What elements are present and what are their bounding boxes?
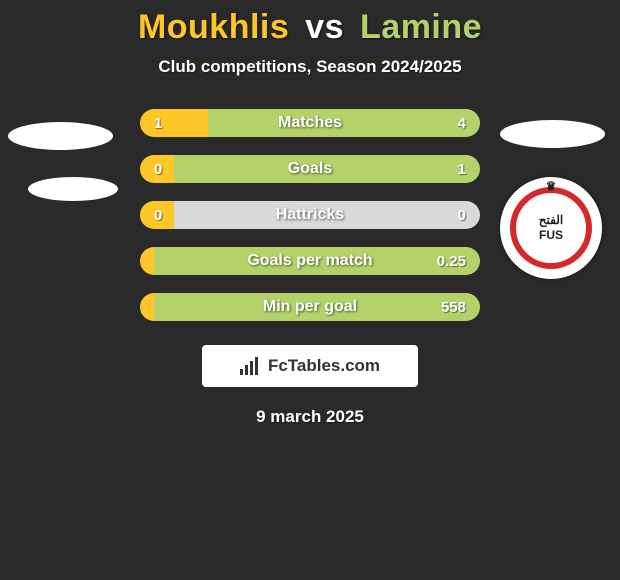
brand-text: FcTables.com	[268, 356, 380, 376]
bar-left-segment	[140, 247, 154, 275]
bar-row: 0.25 Goals per match	[140, 247, 480, 275]
bar-label: Hattricks	[276, 206, 344, 224]
bar-label: Matches	[278, 114, 342, 132]
bar-left-segment	[140, 293, 154, 321]
bar-right-value: 558	[441, 299, 466, 316]
bar-right-segment: 4	[208, 109, 480, 137]
bar-left-value: 1	[154, 115, 162, 132]
bar-left-value: 0	[154, 161, 162, 178]
bar-label: Goals	[288, 160, 332, 178]
player2-name: Lamine	[360, 8, 482, 46]
club-short: FUS	[539, 228, 563, 242]
bar-label: Goals per match	[247, 252, 372, 270]
vs-label: vs	[305, 8, 344, 46]
player1-club-logo-top	[8, 122, 113, 150]
bar-left-segment: 0	[140, 155, 174, 183]
player1-name: Moukhlis	[138, 8, 289, 46]
bar-left-segment: 0	[140, 201, 174, 229]
bar-row: 1 4 Matches	[140, 109, 480, 137]
bar-right-value: 0	[458, 207, 466, 224]
player2-club-badge: ♛ الفتح FUS	[500, 177, 602, 279]
brand-badge: FcTables.com	[202, 345, 418, 387]
date-label: 9 march 2025	[0, 407, 620, 427]
bar-label: Min per goal	[263, 298, 357, 316]
bar-row: 0 0 Hattricks	[140, 201, 480, 229]
player1-club-logo-bottom	[28, 177, 118, 201]
bar-left-segment: 1	[140, 109, 208, 137]
crown-icon: ♛	[546, 179, 557, 193]
bar-right-value: 0.25	[437, 253, 466, 270]
page-title: Moukhlis vs Lamine	[0, 0, 620, 47]
club-arabic: الفتح	[539, 214, 563, 226]
bar-right-value: 4	[458, 115, 466, 132]
bar-left-value: 0	[154, 207, 162, 224]
bar-row: 0 1 Goals	[140, 155, 480, 183]
bar-row: 558 Min per goal	[140, 293, 480, 321]
brand-chart-icon	[240, 357, 262, 375]
bar-right-value: 1	[458, 161, 466, 178]
subtitle: Club competitions, Season 2024/2025	[0, 57, 620, 77]
player2-club-logo-top	[500, 120, 605, 148]
